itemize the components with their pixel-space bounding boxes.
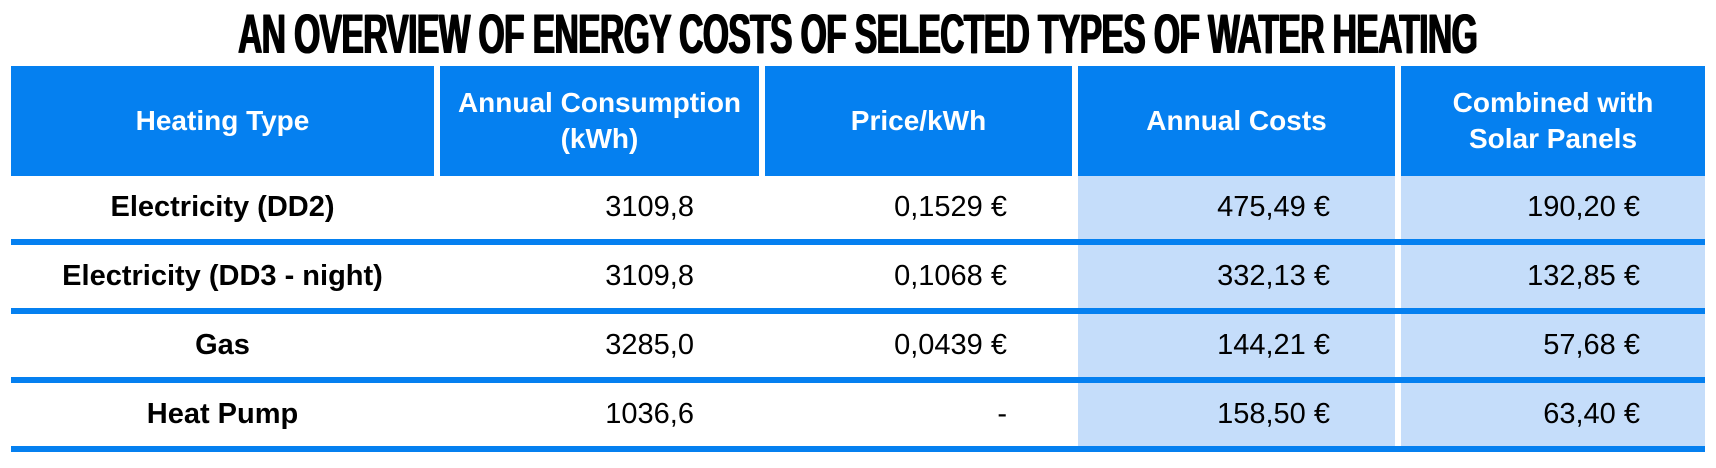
table-row: Electricity (DD2) 3109,8 0,1529 € 475,49… <box>11 176 1705 239</box>
page-title: AN OVERVIEW OF ENERGY COSTS OF SELECTED … <box>238 1 1478 65</box>
header-cell-annual-costs: Annual Costs <box>1078 66 1395 176</box>
cell-heating-type: Heat Pump <box>11 383 434 446</box>
cell-price-per-kwh: 0,1068 € <box>765 245 1072 308</box>
table-bottom-border <box>11 446 1705 452</box>
table-row: Gas 3285,0 0,0439 € 144,21 € 57,68 € <box>11 314 1705 377</box>
row-divider <box>11 239 1705 245</box>
energy-costs-table: Heating Type Annual Consumption (kWh) Pr… <box>11 66 1705 452</box>
cell-heating-type: Electricity (DD3 - night) <box>11 245 434 308</box>
cell-price-per-kwh: 0,0439 € <box>765 314 1072 377</box>
table-header-row: Heating Type Annual Consumption (kWh) Pr… <box>11 66 1705 176</box>
cell-combined-solar: 57,68 € <box>1401 314 1705 377</box>
cell-heating-type: Electricity (DD2) <box>11 176 434 239</box>
cell-annual-consumption: 1036,6 <box>440 383 759 446</box>
title-wrap: AN OVERVIEW OF ENERGY COSTS OF SELECTED … <box>0 0 1716 66</box>
row-divider <box>11 377 1705 383</box>
cell-combined-solar: 132,85 € <box>1401 245 1705 308</box>
cell-combined-solar: 63,40 € <box>1401 383 1705 446</box>
table-row: Heat Pump 1036,6 - 158,50 € 63,40 € <box>11 383 1705 446</box>
cell-annual-consumption: 3285,0 <box>440 314 759 377</box>
header-cell-combined-solar: Combined with Solar Panels <box>1401 66 1705 176</box>
table-row: Electricity (DD3 - night) 3109,8 0,1068 … <box>11 245 1705 308</box>
cell-annual-costs: 144,21 € <box>1078 314 1395 377</box>
cell-price-per-kwh: 0,1529 € <box>765 176 1072 239</box>
cell-heating-type: Gas <box>11 314 434 377</box>
cell-annual-costs: 158,50 € <box>1078 383 1395 446</box>
cell-annual-costs: 332,13 € <box>1078 245 1395 308</box>
cell-combined-solar: 190,20 € <box>1401 176 1705 239</box>
header-cell-annual-consumption: Annual Consumption (kWh) <box>440 66 759 176</box>
cell-annual-consumption: 3109,8 <box>440 176 759 239</box>
cell-annual-costs: 475,49 € <box>1078 176 1395 239</box>
header-cell-heating-type: Heating Type <box>11 66 434 176</box>
cell-annual-consumption: 3109,8 <box>440 245 759 308</box>
cell-price-per-kwh: - <box>765 383 1072 446</box>
row-divider <box>11 308 1705 314</box>
header-cell-price-per-kwh: Price/kWh <box>765 66 1072 176</box>
